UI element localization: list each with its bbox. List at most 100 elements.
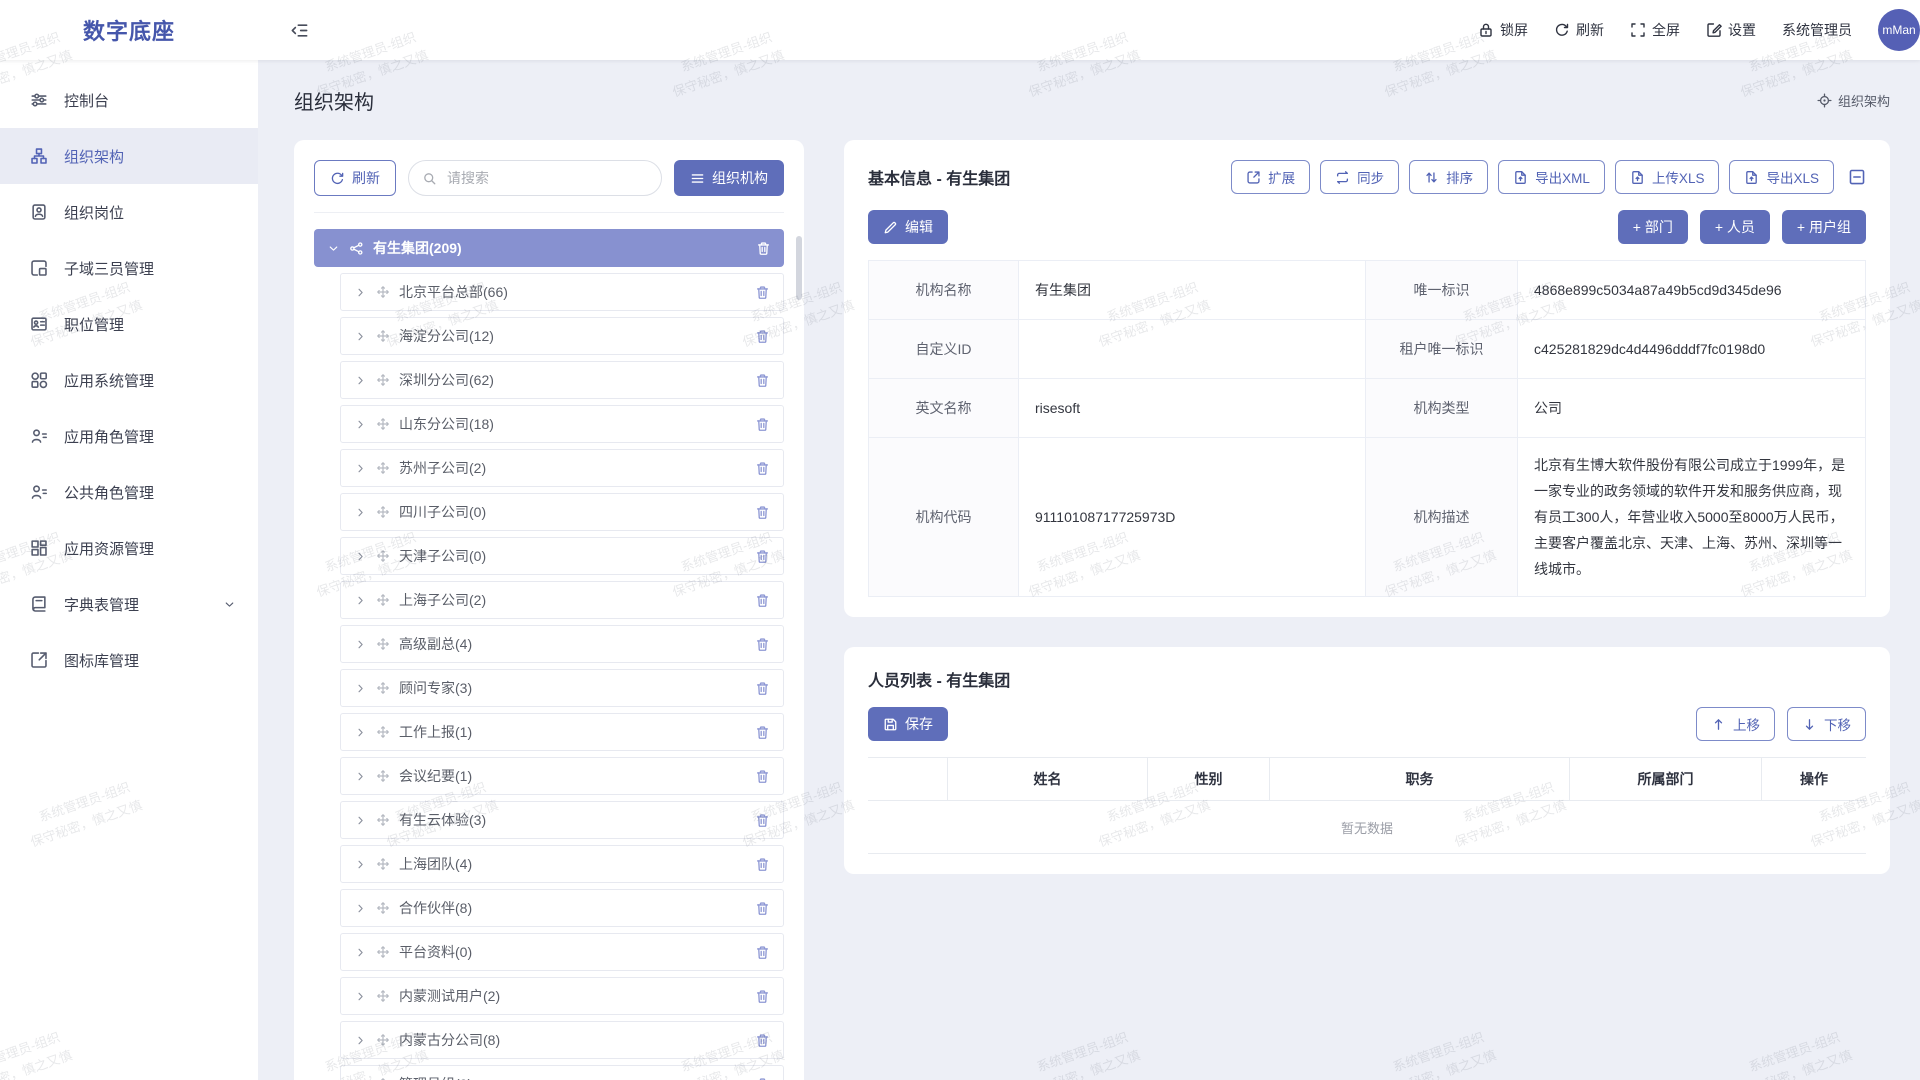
drag-handle-icon[interactable] <box>376 549 390 563</box>
drag-handle-icon[interactable] <box>376 901 390 915</box>
topbar-action[interactable]: 锁屏 <box>1478 20 1528 40</box>
drag-handle-icon[interactable] <box>376 1033 390 1047</box>
tree-node[interactable]: 平台资料(0) <box>340 933 784 971</box>
tree-node[interactable]: 工作上报(1) <box>340 713 784 751</box>
drag-handle-icon[interactable] <box>376 329 390 343</box>
tree-root-node[interactable]: 有生集团(209) <box>314 229 784 267</box>
trash-icon[interactable] <box>755 593 770 608</box>
chevron-right-icon[interactable] <box>354 330 367 343</box>
tree-node[interactable]: 海淀分公司(12) <box>340 317 784 355</box>
toolbar-button[interactable]: 扩展 <box>1231 160 1311 194</box>
org-structure-button[interactable]: 组织机构 <box>674 160 784 196</box>
tree-node[interactable]: 管理员组(9) <box>340 1065 784 1080</box>
add-button[interactable]: + 部门 <box>1617 210 1688 244</box>
tree-node[interactable]: 合作伙伴(8) <box>340 889 784 927</box>
sidebar-item[interactable]: 应用资源管理 <box>0 520 258 576</box>
drag-handle-icon[interactable] <box>376 989 390 1003</box>
drag-handle-icon[interactable] <box>376 593 390 607</box>
tree-node[interactable]: 苏州子公司(2) <box>340 449 784 487</box>
trash-icon[interactable] <box>755 989 770 1004</box>
tree-node[interactable]: 上海子公司(2) <box>340 581 784 619</box>
chevron-right-icon[interactable] <box>354 286 367 299</box>
tree-node[interactable]: 顾问专家(3) <box>340 669 784 707</box>
drag-handle-icon[interactable] <box>376 373 390 387</box>
chevron-right-icon[interactable] <box>354 726 367 739</box>
toolbar-button[interactable]: 排序 <box>1409 160 1489 194</box>
trash-icon[interactable] <box>755 725 770 740</box>
avatar[interactable]: mMan <box>1878 9 1920 51</box>
chevron-right-icon[interactable] <box>354 946 367 959</box>
chevron-right-icon[interactable] <box>354 462 367 475</box>
tree-search-input[interactable] <box>445 169 648 187</box>
drag-handle-icon[interactable] <box>376 769 390 783</box>
sidebar-item[interactable]: 字典表管理 <box>0 576 258 632</box>
chevron-right-icon[interactable] <box>354 550 367 563</box>
toolbar-button[interactable]: 导出XML <box>1498 160 1605 194</box>
toolbar-button[interactable]: 同步 <box>1320 160 1400 194</box>
trash-icon[interactable] <box>755 769 770 784</box>
tree-scrollbar-thumb[interactable] <box>796 236 802 300</box>
toolbar-button[interactable]: 上传XLS <box>1614 160 1720 194</box>
tree-refresh-button[interactable]: 刷新 <box>314 160 396 196</box>
trash-icon[interactable] <box>755 813 770 828</box>
tree-node[interactable]: 内蒙古分公司(8) <box>340 1021 784 1059</box>
trash-icon[interactable] <box>755 285 770 300</box>
trash-icon[interactable] <box>755 461 770 476</box>
tree-node[interactable]: 有生云体验(3) <box>340 801 784 839</box>
chevron-right-icon[interactable] <box>354 814 367 827</box>
drag-handle-icon[interactable] <box>376 813 390 827</box>
collapse-panel-icon[interactable] <box>1848 168 1866 186</box>
sidebar-item[interactable]: 应用角色管理 <box>0 408 258 464</box>
tree-node[interactable]: 天津子公司(0) <box>340 537 784 575</box>
tree-node[interactable]: 四川子公司(0) <box>340 493 784 531</box>
move-down-button[interactable]: 下移 <box>1787 707 1866 741</box>
sidebar-item[interactable]: 应用系统管理 <box>0 352 258 408</box>
topbar-action[interactable]: 刷新 <box>1554 20 1604 40</box>
tree-node[interactable]: 会议纪要(1) <box>340 757 784 795</box>
add-button[interactable]: + 人员 <box>1699 210 1770 244</box>
drag-handle-icon[interactable] <box>376 725 390 739</box>
drag-handle-icon[interactable] <box>376 417 390 431</box>
sidebar-item[interactable]: 子域三员管理 <box>0 240 258 296</box>
sidebar-item[interactable]: 图标库管理 <box>0 632 258 688</box>
chevron-right-icon[interactable] <box>354 902 367 915</box>
trash-icon[interactable] <box>755 549 770 564</box>
drag-handle-icon[interactable] <box>376 285 390 299</box>
sidebar-item[interactable]: 组织岗位 <box>0 184 258 240</box>
trash-icon[interactable] <box>755 373 770 388</box>
chevron-right-icon[interactable] <box>354 638 367 651</box>
trash-icon[interactable] <box>755 1033 770 1048</box>
tree-node[interactable]: 山东分公司(18) <box>340 405 784 443</box>
breadcrumb[interactable]: 组织架构 <box>1817 91 1890 110</box>
trash-icon[interactable] <box>755 329 770 344</box>
drag-handle-icon[interactable] <box>376 637 390 651</box>
sidebar-item[interactable]: 公共角色管理 <box>0 464 258 520</box>
chevron-right-icon[interactable] <box>354 682 367 695</box>
trash-icon[interactable] <box>755 857 770 872</box>
sidebar-fold-icon[interactable] <box>290 21 309 40</box>
tree-node[interactable]: 上海团队(4) <box>340 845 784 883</box>
chevron-right-icon[interactable] <box>354 770 367 783</box>
chevron-right-icon[interactable] <box>354 990 367 1003</box>
add-button[interactable]: + 用户组 <box>1781 210 1866 244</box>
trash-icon[interactable] <box>755 505 770 520</box>
drag-handle-icon[interactable] <box>376 461 390 475</box>
trash-icon[interactable] <box>755 417 770 432</box>
drag-handle-icon[interactable] <box>376 945 390 959</box>
trash-icon[interactable] <box>755 637 770 652</box>
tree-node[interactable]: 高级副总(4) <box>340 625 784 663</box>
chevron-right-icon[interactable] <box>354 374 367 387</box>
current-user-name[interactable]: 系统管理员 <box>1782 22 1852 38</box>
drag-handle-icon[interactable] <box>376 681 390 695</box>
trash-icon[interactable] <box>756 241 771 256</box>
chevron-right-icon[interactable] <box>354 594 367 607</box>
chevron-right-icon[interactable] <box>354 858 367 871</box>
topbar-action[interactable]: 全屏 <box>1630 20 1680 40</box>
drag-handle-icon[interactable] <box>376 505 390 519</box>
save-button[interactable]: 保存 <box>868 707 948 741</box>
sidebar-item[interactable]: 职位管理 <box>0 296 258 352</box>
tree-node[interactable]: 内蒙测试用户(2) <box>340 977 784 1015</box>
trash-icon[interactable] <box>755 681 770 696</box>
sidebar-item[interactable]: 组织架构 <box>0 128 258 184</box>
drag-handle-icon[interactable] <box>376 857 390 871</box>
